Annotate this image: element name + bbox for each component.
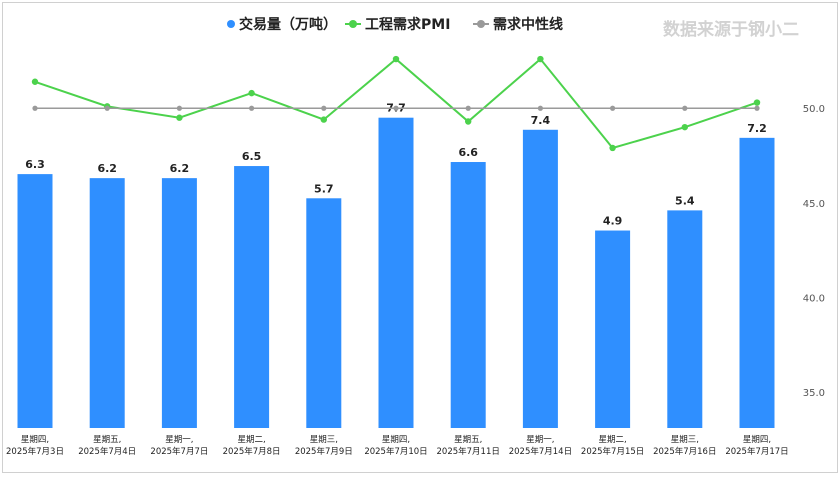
legend-label: 交易量（万吨） [239, 16, 337, 33]
bar [595, 230, 631, 428]
x-tick-label: 星期三, [310, 435, 338, 445]
series-point [681, 123, 688, 131]
series-point [320, 116, 327, 123]
x-tick-label: 星期二, [598, 435, 626, 445]
bar-value-label: 6.3 [25, 158, 45, 171]
x-tick-label: 星期五, [454, 435, 482, 445]
series-point [176, 114, 183, 121]
bar-value-label: 6.2 [97, 162, 117, 175]
x-tick-label: 2025年7月11日 [437, 446, 500, 457]
y-tick-label: 50.0 [803, 104, 825, 115]
series-point [609, 144, 616, 152]
bar [306, 198, 342, 428]
bar-value-label: 5.7 [314, 182, 334, 195]
bar [378, 117, 414, 428]
series-point [465, 105, 471, 111]
series-point [176, 105, 182, 111]
x-tick-label: 2025年7月15日 [581, 446, 644, 457]
y-tick-label: 40.0 [803, 293, 825, 304]
series-point [610, 105, 616, 111]
x-tick-label: 星期四, [743, 435, 771, 445]
series-point [248, 89, 255, 97]
x-tick-label: 2025年7月7日 [150, 446, 208, 457]
bar-value-label: 5.4 [675, 194, 695, 207]
bar-value-label: 6.5 [242, 150, 262, 163]
x-tick-label: 2025年7月16日 [653, 446, 716, 457]
x-tick-label: 2025年7月17日 [725, 446, 788, 457]
bar [17, 174, 53, 428]
bar [522, 129, 558, 428]
series-point [682, 105, 688, 111]
x-axis: 星期四,2025年7月3日星期五,2025年7月4日星期一,2025年7月7日星… [6, 435, 789, 457]
series-point [31, 78, 39, 85]
x-tick-label: 2025年7月8日 [223, 446, 281, 457]
legend: 交易量（万吨） 工程需求PMI 需求中性线 [227, 16, 563, 33]
bar-value-label: 6.2 [170, 162, 190, 175]
bar [739, 137, 775, 428]
series-point [465, 118, 472, 125]
bar [450, 162, 486, 428]
series-point [249, 105, 255, 111]
series-point [392, 55, 400, 63]
x-tick-label: 星期四, [21, 435, 49, 445]
x-tick-label: 2025年7月14日 [509, 446, 572, 457]
bar-series: 6.36.26.26.55.77.76.67.44.95.47.2 [17, 102, 775, 429]
x-tick-label: 2025年7月10日 [364, 446, 427, 457]
bar-value-label: 6.6 [458, 146, 478, 159]
series-point [537, 55, 544, 63]
x-tick-label: 星期五, [93, 435, 121, 445]
bar [161, 178, 197, 428]
series-point [537, 105, 544, 111]
bar [234, 166, 270, 429]
series-point [104, 105, 110, 111]
legend-marker [477, 20, 485, 28]
line-series [31, 55, 761, 152]
series-point [754, 105, 760, 111]
x-tick-label: 星期一, [165, 435, 193, 445]
legend-marker [349, 20, 357, 28]
source-watermark: 数据来源于钢小二 [663, 20, 799, 40]
x-tick-label: 2025年7月9日 [295, 446, 353, 457]
legend-label: 工程需求PMI [365, 16, 450, 33]
bar-value-label: 7.4 [531, 114, 551, 127]
series-point [753, 99, 761, 106]
x-tick-label: 星期二, [237, 435, 265, 445]
x-tick-label: 星期三, [671, 435, 699, 445]
right-y-axis: 35.0 40.0 45.0 50.0 [803, 104, 825, 399]
y-tick-label: 35.0 [803, 388, 825, 399]
y-tick-label: 45.0 [803, 199, 825, 210]
x-tick-label: 2025年7月4日 [78, 446, 136, 457]
bar-value-label: 4.9 [603, 215, 623, 228]
bar-value-label: 7.2 [747, 122, 767, 135]
series-point [32, 105, 38, 111]
legend-label: 需求中性线 [493, 16, 563, 33]
legend-marker [227, 20, 235, 28]
series-point [321, 105, 327, 111]
bar [89, 178, 125, 428]
x-tick-label: 星期四, [382, 435, 410, 445]
x-tick-label: 2025年7月3日 [6, 446, 64, 457]
bar [667, 210, 703, 428]
series-point [393, 105, 399, 111]
x-tick-label: 星期一, [526, 435, 554, 445]
